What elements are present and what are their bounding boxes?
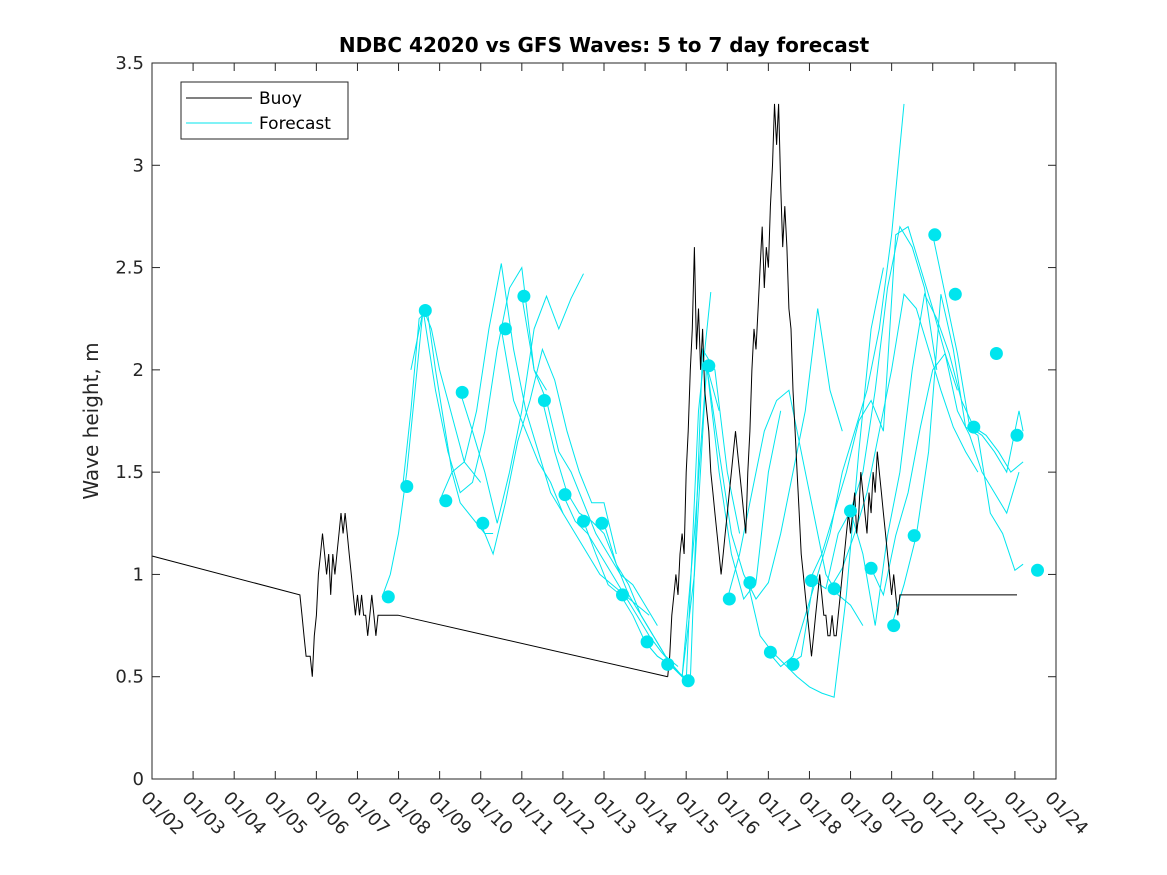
y-tick-label: 2 xyxy=(133,360,144,381)
y-tick-label: 2.5 xyxy=(115,258,144,279)
y-tick-label: 1.5 xyxy=(115,462,144,483)
y-tick-label: 3.5 xyxy=(115,53,144,74)
x-tick-label: 01/08 xyxy=(383,788,435,840)
y-tick-label: 3 xyxy=(133,155,144,176)
forecast-marker-8 xyxy=(537,394,551,407)
forecast-marker-17 xyxy=(722,592,736,606)
forecast-marker-16 xyxy=(702,359,716,373)
forecast-marker-24 xyxy=(864,561,878,575)
y-tick-label: 1 xyxy=(133,564,144,585)
x-tick-label: 01/03 xyxy=(178,788,230,840)
buoy-line-segment-0 xyxy=(151,513,399,677)
x-tick-label: 01/11 xyxy=(506,788,558,840)
forecast-marker-18 xyxy=(743,576,757,590)
x-tick-label: 01/24 xyxy=(1040,788,1092,840)
forecast-marker-0 xyxy=(381,590,395,604)
forecast-marker-20 xyxy=(786,657,800,671)
forecast-marker-30 xyxy=(989,347,1003,360)
forecast-line-2 xyxy=(410,266,547,494)
x-tick-label: 01/23 xyxy=(999,788,1051,840)
forecast-marker-27 xyxy=(928,228,942,242)
legend: Buoy Forecast xyxy=(180,81,349,140)
forecast-marker-11 xyxy=(595,516,609,530)
x-tick-label: 01/13 xyxy=(588,788,640,840)
x-tick-label: 01/06 xyxy=(301,788,353,840)
x-tick-label: 01/15 xyxy=(671,788,723,840)
forecast-marker-23 xyxy=(844,504,857,518)
forecast-marker-4 xyxy=(455,385,469,399)
forecast-marker-31 xyxy=(1010,428,1024,442)
forecast-marker-14 xyxy=(661,657,675,671)
forecast-marker-29 xyxy=(967,420,981,434)
x-tick-label: 01/12 xyxy=(547,788,599,840)
y-tick-label: 0 xyxy=(133,769,144,790)
forecast-marker-1 xyxy=(400,480,414,493)
forecast-marker-22 xyxy=(827,582,841,596)
forecast-line-16 xyxy=(768,103,905,668)
forecast-marker-3 xyxy=(439,494,453,508)
x-tick-label: 01/14 xyxy=(630,788,682,840)
x-tick-label: 01/04 xyxy=(219,788,271,840)
forecast-line-13 xyxy=(706,308,843,600)
x-tick-label: 01/07 xyxy=(342,788,394,840)
series-layer xyxy=(151,103,1044,698)
forecast-marker-26 xyxy=(907,529,921,543)
x-tick-label: 01/02 xyxy=(136,788,188,840)
forecast-marker-15 xyxy=(681,674,695,688)
x-tick-label: 01/21 xyxy=(917,788,969,840)
x-tick-label: 01/17 xyxy=(753,788,805,840)
forecast-line-5 xyxy=(480,347,617,556)
forecast-line-3 xyxy=(439,263,564,514)
chart-title: NDBC 42020 vs GFS Waves: 5 to 7 day fore… xyxy=(339,33,870,57)
x-tick-label: 01/09 xyxy=(424,788,476,840)
axes-box xyxy=(151,62,1057,780)
forecast-marker-2 xyxy=(418,304,432,317)
forecast-line-22 xyxy=(891,294,1024,626)
x-tick-label: 01/20 xyxy=(876,788,928,840)
buoy-line-segment-2 xyxy=(667,103,1017,677)
forecast-line-20 xyxy=(850,292,1024,626)
y-axis-label: Wave height, m xyxy=(79,342,103,499)
legend-buoy-label: Buoy xyxy=(259,89,302,109)
forecast-marker-28 xyxy=(948,287,962,301)
forecast-marker-6 xyxy=(498,322,512,336)
forecast-marker-25 xyxy=(887,619,901,633)
x-tick-label: 01/22 xyxy=(958,788,1010,840)
forecast-line-4 xyxy=(459,273,584,524)
y-tick-label: 0.5 xyxy=(115,667,144,688)
x-tick-label: 01/16 xyxy=(712,788,764,840)
legend-box xyxy=(180,81,349,140)
forecast-marker-19 xyxy=(763,645,777,659)
forecast-marker-21 xyxy=(805,574,818,588)
forecast-line-18 xyxy=(809,225,958,581)
forecast-marker-7 xyxy=(517,289,531,303)
forecast-marker-10 xyxy=(577,514,590,528)
buoy-line-segment-1 xyxy=(398,614,668,678)
x-tick-label: 01/05 xyxy=(260,788,312,840)
forecast-marker-9 xyxy=(558,488,572,502)
forecast-marker-5 xyxy=(476,516,490,530)
x-tick-label: 01/19 xyxy=(835,788,887,840)
plot-area xyxy=(152,63,1056,779)
x-tick-label: 01/18 xyxy=(794,788,846,840)
x-tick-label: 01/10 xyxy=(465,788,517,840)
forecast-line-21 xyxy=(870,352,1020,597)
forecast-marker-12 xyxy=(616,588,629,602)
forecast-marker-13 xyxy=(640,635,654,649)
forecast-line-19 xyxy=(829,293,979,589)
forecast-marker-32 xyxy=(1031,563,1044,577)
legend-forecast-label: Forecast xyxy=(259,114,331,134)
